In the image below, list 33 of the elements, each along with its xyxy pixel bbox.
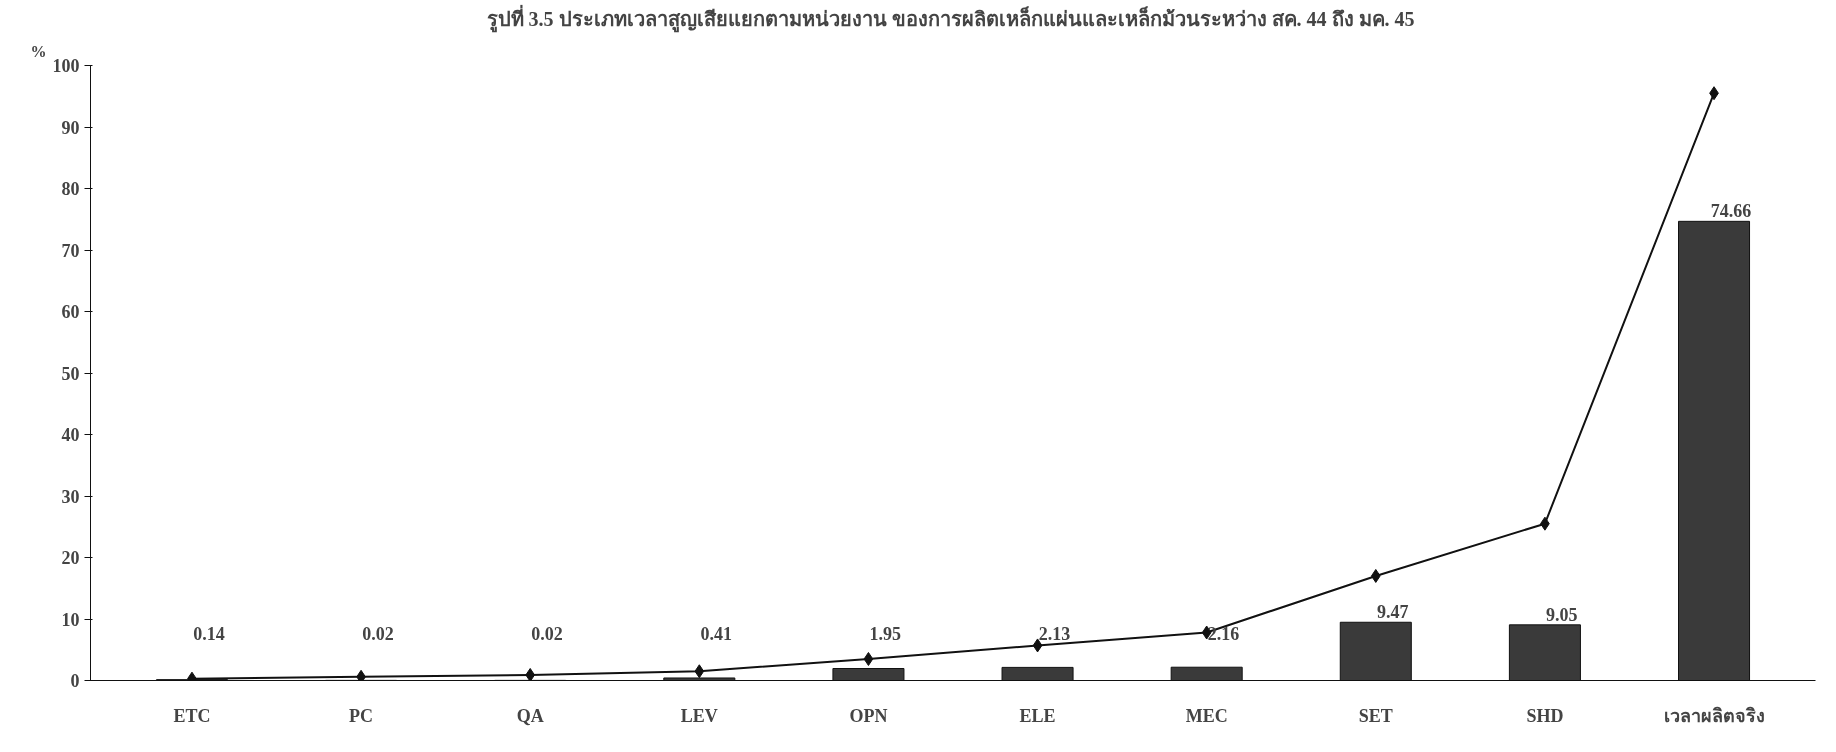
- data-label: 0.02: [362, 624, 394, 645]
- data-label: 9.47: [1376, 602, 1409, 623]
- x-tick-label: PC: [349, 705, 374, 726]
- y-tick-label: 30: [61, 486, 80, 507]
- x-tick-label: ELE: [1019, 705, 1056, 726]
- data-label: 9.05: [1546, 604, 1578, 625]
- y-tick-label: 50: [61, 363, 80, 384]
- x-tick-label: QA: [516, 705, 544, 726]
- x-tick-label: LEV: [680, 705, 718, 726]
- y-tick-label: 70: [61, 240, 80, 261]
- chart-title: รูปที่ 3.5 ประเภทเวลาสูญเสียแยกตามหน่วยงาน ของการผลิตเหล็กแผ่นและเหล็กม้วนระหว่าง สค. 44 ถึง มค. 45: [486, 3, 1415, 33]
- y-tick-label: 0: [70, 671, 80, 691]
- y-tick-label: 80: [61, 179, 80, 199]
- y-tick-label: 90: [61, 117, 80, 138]
- data-label: 74.66: [1710, 201, 1752, 222]
- x-tick-label: SHD: [1526, 705, 1564, 726]
- y-tick-label: 10: [61, 609, 80, 630]
- x-tick-label: เวลาผลิตจริง: [1663, 705, 1765, 726]
- y-tick-label: 20: [61, 548, 80, 568]
- y-axis-title: %: [30, 42, 47, 60]
- data-label: 0.41: [700, 624, 732, 645]
- data-label: 0.14: [193, 624, 225, 645]
- data-label: 0.02: [531, 624, 563, 645]
- data-label: 2.16: [1207, 624, 1240, 645]
- data-label: 2.13: [1038, 624, 1071, 645]
- y-tick-label: 60: [61, 302, 80, 322]
- y-tick-label: 40: [61, 425, 80, 445]
- data-label: 1.95: [869, 624, 902, 645]
- x-tick-label: ETC: [173, 705, 211, 726]
- x-tick-label: SET: [1358, 705, 1393, 726]
- y-tick-label: 100: [52, 56, 80, 76]
- x-tick-label: MEC: [1185, 705, 1228, 726]
- x-tick-label: OPN: [849, 705, 888, 726]
